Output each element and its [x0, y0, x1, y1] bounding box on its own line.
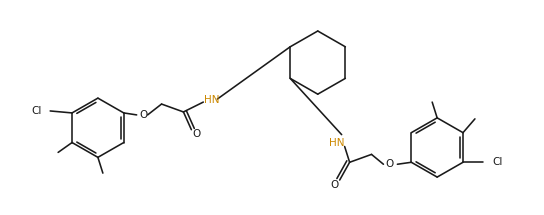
- Text: HN: HN: [329, 138, 344, 147]
- Text: O: O: [385, 159, 393, 169]
- Text: Cl: Cl: [493, 157, 503, 167]
- Text: HN: HN: [203, 95, 219, 105]
- Text: Cl: Cl: [32, 106, 42, 116]
- Text: O: O: [331, 180, 339, 190]
- Text: O: O: [139, 110, 148, 120]
- Text: O: O: [192, 129, 201, 139]
